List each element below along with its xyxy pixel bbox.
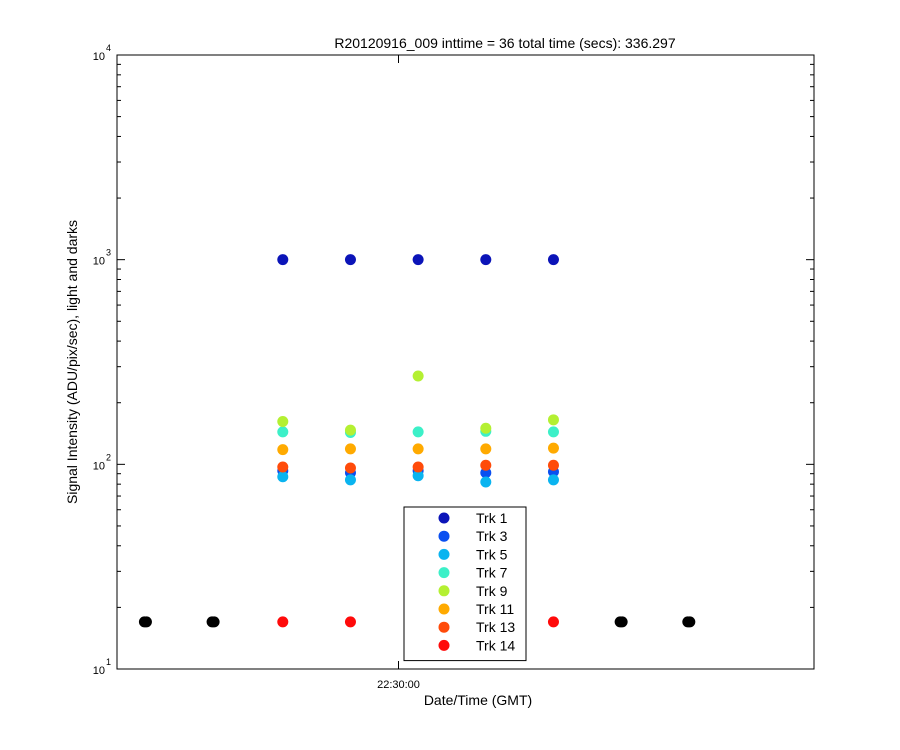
point-trk-5: [547, 474, 559, 486]
point-trk-1: [547, 254, 559, 266]
point-trk-1: [277, 254, 289, 266]
point-trk-13: [344, 462, 356, 474]
legend-label: Trk 11: [476, 601, 514, 617]
legend-marker: [438, 512, 450, 524]
legend-marker: [438, 548, 450, 560]
point-trk-1: [412, 254, 424, 266]
dark-point: [208, 616, 220, 628]
point-trk-1: [480, 254, 492, 266]
legend: Trk 1 Trk 3 Trk 5 Trk 7 Trk 9 Trk 11 Trk 13 Trk…: [403, 506, 527, 662]
point-trk-14: [344, 616, 356, 628]
data-points: [138, 254, 696, 628]
y-tick-exponent: 3: [106, 248, 111, 258]
point-trk-14: [277, 616, 289, 628]
point-trk-13: [547, 459, 559, 471]
point-trk-11: [480, 443, 492, 455]
legend-label: Trk 1: [476, 510, 508, 526]
legend-label: Trk 13: [476, 619, 515, 635]
point-trk-7: [277, 426, 289, 438]
legend-label: Trk 14: [476, 637, 515, 653]
point-trk-13: [277, 461, 289, 473]
point-trk-13: [480, 459, 492, 471]
point-trk-13: [412, 461, 424, 473]
point-trk-11: [547, 442, 559, 454]
point-trk-9: [344, 424, 356, 436]
point-trk-9: [480, 422, 492, 434]
x-axis: 22:30:00: [377, 55, 420, 691]
point-trk-11: [412, 443, 424, 455]
point-trk-7: [547, 426, 559, 438]
point-trk-9: [547, 414, 559, 426]
y-tick-exponent: 1: [106, 657, 111, 667]
point-trk-5: [412, 470, 424, 482]
dark-point: [616, 616, 628, 628]
y-tick-label: 10: [93, 665, 105, 677]
chart-title: R20120916_009 inttime = 36 total time (s…: [334, 35, 675, 51]
legend-marker: [438, 639, 450, 651]
legend-label: Trk 3: [476, 528, 508, 544]
legend-marker: [438, 567, 450, 579]
point-trk-11: [344, 443, 356, 455]
point-trk-9: [277, 415, 289, 427]
point-trk-14: [547, 616, 559, 628]
y-tick-label: 10: [93, 256, 105, 268]
point-trk-11: [277, 444, 289, 456]
point-trk-1: [344, 254, 356, 266]
x-tick-label: 22:30:00: [377, 679, 420, 691]
dark-point: [140, 616, 152, 628]
point-trk-5: [480, 476, 492, 488]
x-axis-label: Date/Time (GMT): [424, 692, 532, 708]
legend-marker: [438, 603, 450, 615]
legend-label: Trk 7: [476, 565, 508, 581]
legend-marker: [438, 530, 450, 542]
point-trk-7: [412, 426, 424, 438]
legend-marker: [438, 621, 450, 633]
y-axis-label: Signal Intensity (ADU/pix/sec), light an…: [64, 220, 80, 504]
y-tick-label: 10: [93, 460, 105, 472]
legend-label: Trk 9: [476, 583, 508, 599]
point-trk-5: [277, 471, 289, 483]
point-trk-5: [344, 474, 356, 486]
y-tick-exponent: 4: [106, 43, 111, 53]
legend-label: Trk 5: [476, 546, 508, 562]
y-tick-exponent: 2: [106, 452, 111, 462]
legend-box: [403, 506, 527, 662]
y-tick-label: 10: [93, 51, 105, 63]
legend-marker: [438, 585, 450, 597]
dark-point: [684, 616, 696, 628]
point-trk-9: [412, 370, 424, 382]
